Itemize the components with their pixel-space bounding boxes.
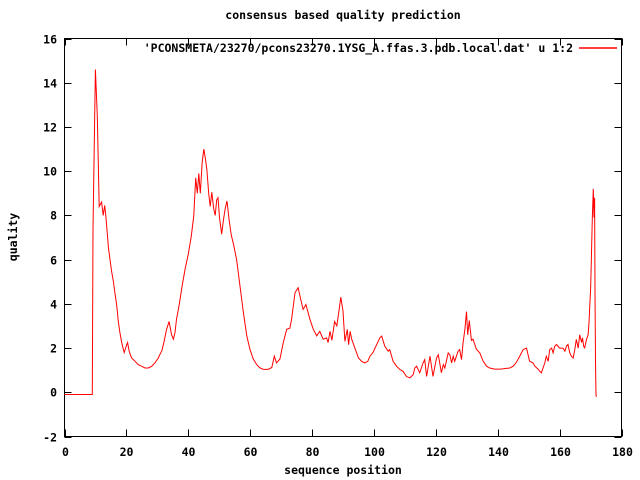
x-tick-label: 120 — [426, 445, 447, 459]
y-tick-label: 10 — [43, 165, 57, 179]
y-tick-label: 6 — [50, 254, 57, 268]
axis-ticks — [64, 38, 623, 438]
y-tick-label: 2 — [50, 342, 57, 356]
x-tick-label: 0 — [62, 445, 69, 459]
y-tick-labels: -2 0 2 4 6 8 10 12 14 16 — [43, 33, 57, 445]
x-tick-label: 60 — [244, 445, 258, 459]
x-tick-label: 40 — [182, 445, 196, 459]
y-tick-label: 4 — [50, 298, 57, 312]
y-tick-label: 14 — [43, 77, 57, 91]
plot-border — [64, 38, 622, 437]
x-tick-label: 20 — [120, 445, 134, 459]
x-tick-label: 80 — [306, 445, 320, 459]
x-tick-label: 180 — [612, 445, 633, 459]
y-tick-label: 16 — [43, 33, 57, 47]
x-tick-label: 160 — [550, 445, 571, 459]
x-tick-label: 100 — [364, 445, 385, 459]
y-tick-label: 12 — [43, 121, 57, 135]
x-tick-labels: 0 20 40 60 80 100 120 140 160 180 — [62, 445, 633, 459]
y-tick-label: 8 — [50, 209, 57, 223]
x-axis-label: sequence position — [284, 463, 402, 477]
chart-title: consensus based quality prediction — [225, 8, 460, 22]
y-axis-label: quality — [6, 213, 20, 262]
y-tick-label: 0 — [50, 386, 57, 400]
x-tick-label: 140 — [488, 445, 509, 459]
series-line — [64, 69, 598, 397]
legend-label: 'PCONSMETA/23270/pcons23270.1YSG_A.ffas.… — [144, 41, 573, 56]
y-tick-label: -2 — [43, 431, 57, 445]
